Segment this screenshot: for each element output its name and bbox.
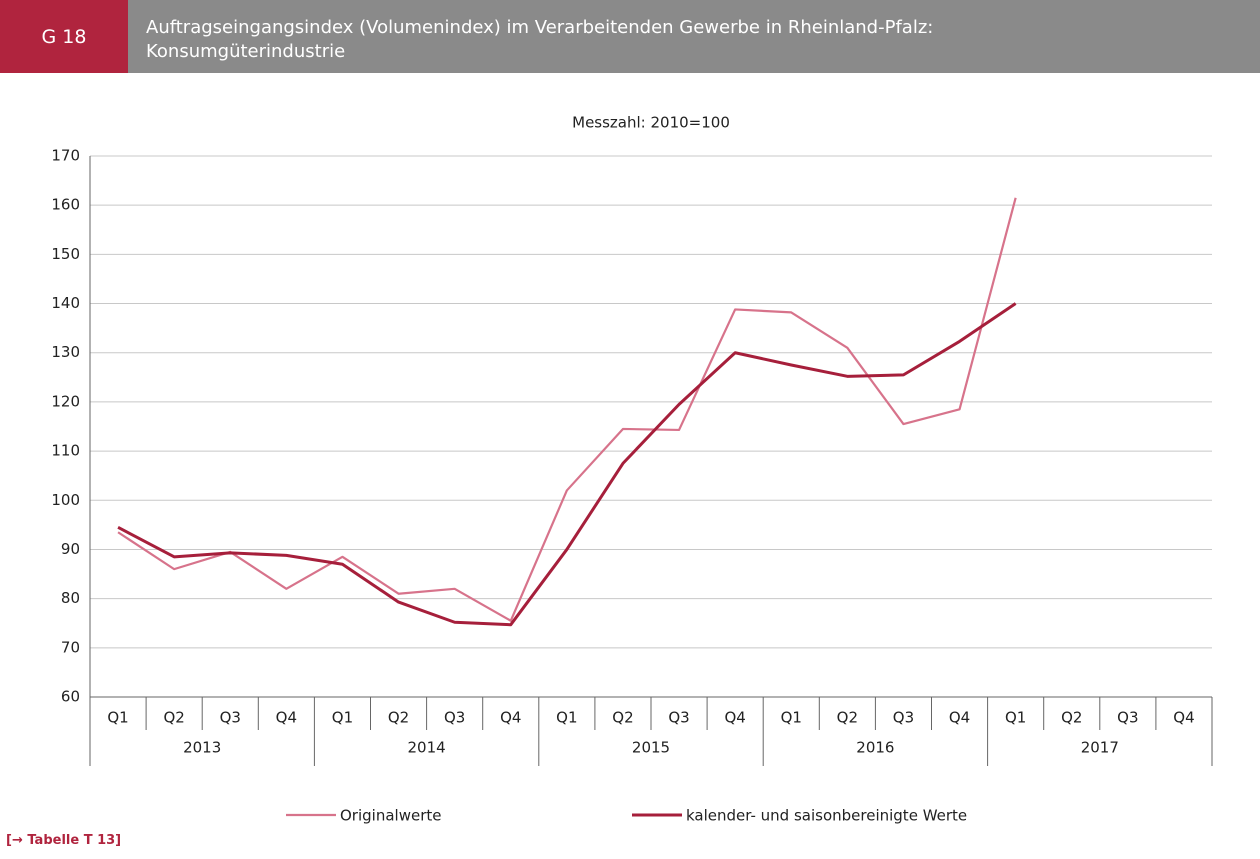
- x-tick-label: Q1: [332, 709, 353, 727]
- y-tick-label: 110: [51, 442, 80, 460]
- y-tick-label: 140: [51, 294, 80, 312]
- x-tick-label: Q1: [781, 709, 802, 727]
- x-tick-label: Q4: [500, 709, 521, 727]
- x-tick-label: Q4: [276, 709, 297, 727]
- line-series: [117, 302, 1017, 627]
- x-tick-label: Q3: [444, 709, 465, 727]
- x-tick-label: Q1: [107, 709, 128, 727]
- chart: Messzahl: 2010=100 60 70 80 90 100 110 120 130 14…: [51, 114, 1213, 825]
- y-tick-label: 90: [61, 540, 80, 558]
- x-group-label: 2015: [632, 739, 670, 757]
- x-tick-label: Q1: [556, 709, 577, 727]
- badge: G 18: [0, 0, 128, 73]
- x-tick-label: Q3: [1117, 709, 1138, 727]
- y-tick-label: 150: [51, 245, 80, 263]
- x-tick-label: Q2: [388, 709, 409, 727]
- table-link[interactable]: [→ Tabelle T 13]: [6, 833, 122, 848]
- x-tick-label: Q3: [893, 709, 914, 727]
- x-tick-label: Q2: [837, 709, 858, 727]
- x-tick-label: Q2: [1061, 709, 1082, 727]
- y-tick-label: 120: [51, 392, 80, 410]
- chart-title: Auftragseingangsindex (Volumenindex) im …: [146, 17, 934, 62]
- x-group-label: 2017: [1081, 739, 1119, 757]
- x-tick-label: Q2: [612, 709, 633, 727]
- y-tick-label: 70: [61, 638, 80, 656]
- y-tick-label: 80: [61, 589, 80, 607]
- x-group-label: 2013: [183, 739, 221, 757]
- header-bar: G 18 Auftragseingangsindex (Volumenindex…: [0, 0, 1260, 73]
- y-tick-label: 130: [51, 343, 80, 361]
- x-tick-label: Q1: [1005, 709, 1026, 727]
- x-tick-label: Q3: [668, 709, 689, 727]
- y-tick-label: 160: [51, 196, 80, 214]
- x-tick-label: Q4: [724, 709, 745, 727]
- y-tick-label: 170: [51, 147, 80, 165]
- subtitle: Messzahl: 2010=100: [572, 114, 730, 132]
- x-tick-label: Q4: [949, 709, 970, 727]
- x-tick-label: Q3: [220, 709, 241, 727]
- line-series: [117, 197, 1017, 622]
- legend-label: Originalwerte: [340, 807, 441, 825]
- y-tick-label: 60: [61, 688, 80, 706]
- x-group-label: 2014: [408, 739, 446, 757]
- x-tick-label: Q2: [163, 709, 184, 727]
- legend-label: kalender- und saisonbereinigte Werte: [686, 807, 967, 825]
- x-tick-label: Q4: [1173, 709, 1194, 727]
- x-group-label: 2016: [856, 739, 894, 757]
- y-tick-label: 100: [51, 491, 80, 509]
